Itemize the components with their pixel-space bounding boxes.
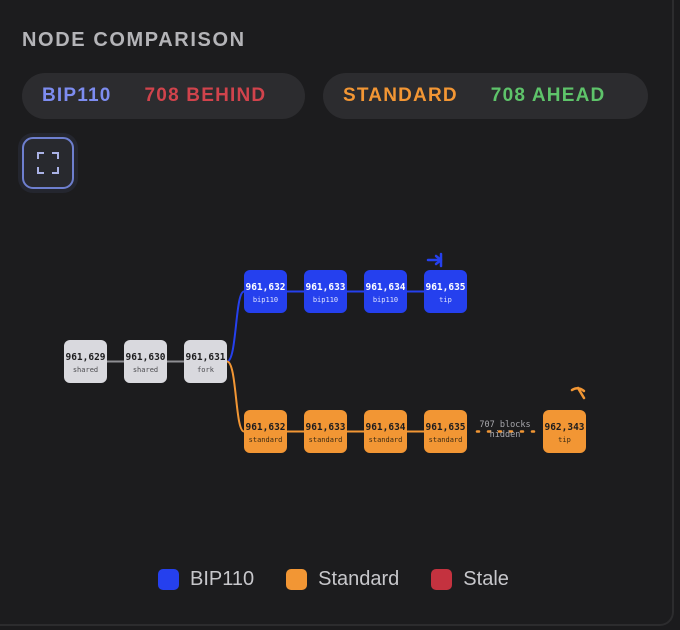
legend-swatch: [431, 569, 453, 590]
block-body: [364, 270, 407, 313]
shared-block[interactable]: 961,629 shared: [64, 340, 107, 383]
block-height: 961,635: [425, 282, 465, 293]
fork-link-bip110: [226, 290, 245, 363]
block-body: [424, 410, 467, 453]
bip110-block[interactable]: 961,634 bip110: [364, 270, 407, 313]
legend-swatch: [286, 569, 308, 590]
block-label: tip: [439, 296, 452, 304]
standard-block[interactable]: 961,635 standard: [424, 410, 467, 453]
shared-block[interactable]: 961,630 shared: [124, 340, 167, 383]
legend-item-stale: Stale: [431, 568, 509, 591]
block-label: bip110: [313, 296, 338, 304]
block-height: 961,631: [185, 352, 225, 363]
block-label: standard: [249, 436, 283, 444]
bip110-block[interactable]: 961,633 bip110: [304, 270, 347, 313]
shared-block[interactable]: 961,631 fork: [184, 340, 227, 383]
block-body: [304, 410, 347, 453]
block-body: [184, 340, 227, 383]
hidden-blocks-label: hidden: [490, 430, 521, 440]
block-label: standard: [369, 436, 403, 444]
bip110-node-label: BIP110: [42, 85, 112, 106]
panel-title: NODE COMPARISON: [22, 29, 246, 51]
standard-block[interactable]: 962,343 tip: [543, 410, 586, 453]
block-body: [244, 270, 287, 313]
block-height: 961,632: [245, 282, 285, 293]
legend: BIP110 Standard Stale: [158, 568, 509, 591]
legend-swatch: [158, 569, 179, 590]
bip110-block[interactable]: 961,635 tip: [424, 270, 467, 313]
fork-link-standard: [226, 360, 245, 433]
legend-item-standard: Standard: [286, 568, 399, 591]
block-body: [543, 410, 586, 453]
block-body: [64, 340, 107, 383]
block-height: 961,634: [365, 282, 405, 293]
block-height: 961,633: [305, 422, 345, 433]
standard-block[interactable]: 961,634 standard: [364, 410, 407, 453]
legend-label: Standard: [318, 568, 400, 590]
bip110-behind-status: 708 BEHIND: [144, 85, 267, 106]
block-label: shared: [133, 366, 158, 374]
block-height: 961,632: [245, 422, 285, 433]
standard-block[interactable]: 961,632 standard: [244, 410, 287, 453]
pickaxe-icon: [570, 386, 586, 400]
hidden-blocks-count: 707 blocks: [479, 420, 530, 430]
block-label: tip: [558, 436, 571, 444]
legend-label: BIP110: [190, 568, 255, 590]
block-height: 961,635: [425, 422, 465, 433]
block-body: [364, 410, 407, 453]
block-height: 961,634: [365, 422, 405, 433]
block-label: fork: [197, 366, 215, 374]
expand-button[interactable]: [22, 137, 74, 189]
standard-ahead-status: 708 AHEAD: [490, 85, 606, 106]
bip110-status-pill: BIP110 708 BEHIND: [22, 73, 305, 119]
block-height: 961,633: [305, 282, 345, 293]
block-body: [304, 270, 347, 313]
expand-icon: [37, 152, 59, 174]
chain-links: [107, 290, 539, 433]
bip110-block[interactable]: 961,632 bip110: [244, 270, 287, 313]
legend-label: Stale: [463, 568, 509, 590]
standard-status-pill: STANDARD 708 AHEAD: [323, 73, 648, 119]
block-height: 961,630: [125, 352, 165, 363]
block-label: shared: [73, 366, 98, 374]
standard-block[interactable]: 961,633 standard: [304, 410, 347, 453]
legend-item-bip110: BIP110: [158, 568, 254, 591]
block-body: [124, 340, 167, 383]
block-label: bip110: [373, 296, 398, 304]
standard-node-label: STANDARD: [343, 85, 458, 106]
block-height: 962,343: [544, 422, 584, 433]
block-body: [424, 270, 467, 313]
arrow-right-icon: [426, 252, 443, 268]
block-label: standard: [309, 436, 343, 444]
block-label: standard: [429, 436, 463, 444]
block-height: 961,629: [65, 352, 105, 363]
block-label: bip110: [253, 296, 278, 304]
block-body: [244, 410, 287, 453]
